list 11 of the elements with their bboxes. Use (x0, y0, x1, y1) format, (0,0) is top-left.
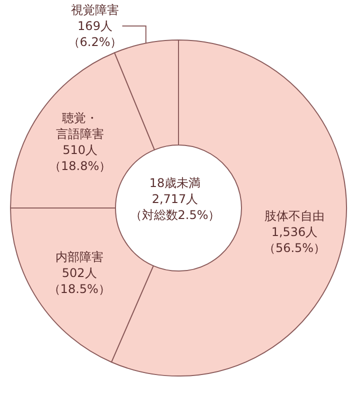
data-label: 510人（18.8%） (48, 143, 112, 174)
data-label: 1,536人（56.5%） (263, 225, 326, 256)
slice-label: 聴覚・言語障害 (56, 111, 104, 142)
text: 18歳未満 (149, 176, 201, 190)
slice-label: 視覚障害 (71, 3, 119, 17)
data-label: 502人（18.5%） (48, 266, 110, 296)
slice-label: 内部障害 (55, 250, 104, 264)
text: （対総数2.5%） (130, 208, 220, 222)
text: 2,717人 (152, 192, 198, 206)
data-label: 169人（6.2%） (68, 19, 122, 49)
slice-label: 肢体不自由 (264, 209, 325, 224)
